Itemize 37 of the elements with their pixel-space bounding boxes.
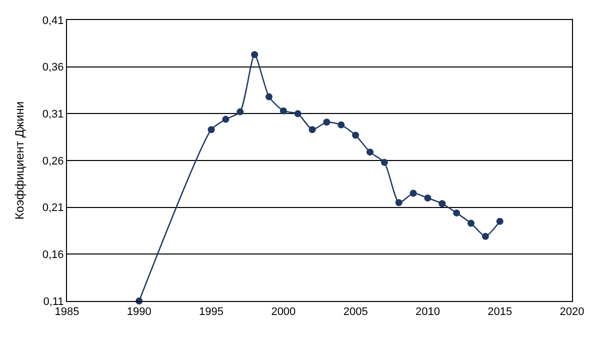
point [208,126,215,134]
y-tick-label: 0,11 [43,296,64,308]
point [395,199,402,206]
y-tick-label: 0,41 [42,14,64,27]
point [468,220,474,227]
point [323,118,330,126]
point [280,107,287,114]
y-tick-label: 0,21 [42,202,64,214]
point [380,158,388,166]
point [410,190,417,197]
point [251,51,258,58]
x-tick-label: 2020 [560,306,584,318]
point [294,110,302,118]
point [366,148,374,156]
point [496,218,504,225]
point [308,126,316,134]
point [453,209,460,216]
x-tick-label: 2000 [271,306,296,318]
point [482,232,489,240]
y-tick-label: 0,16 [42,249,64,262]
y-axis-title: Коэффициент Джини [12,101,27,220]
point [352,132,360,139]
y-tick-label: 0,36 [42,62,64,74]
x-tick-label: 1985 [54,306,80,318]
x-tick-label: 2015 [488,306,512,318]
point [236,108,244,116]
x-tick-label: 2010 [415,306,440,318]
point [438,200,446,208]
point [424,194,432,202]
point [222,116,230,123]
y-tick-label: 0,31 [42,108,64,121]
point [266,93,272,100]
x-tick-label: 1995 [199,306,224,318]
point [338,121,345,128]
x-tick-label: 2005 [343,306,368,318]
x-tick-label: 1990 [126,306,152,318]
y-tick-label: 0,26 [42,155,64,168]
